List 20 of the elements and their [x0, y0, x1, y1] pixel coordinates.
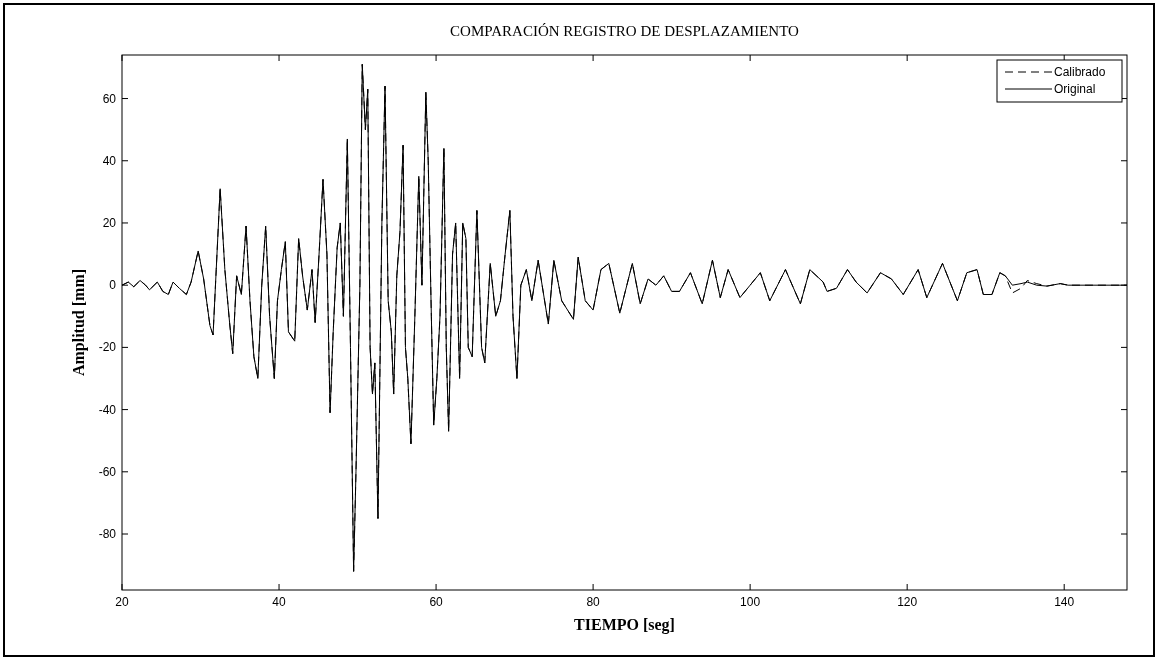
y-tick-label: 40 [102, 153, 117, 168]
x-tick-label: 40 [272, 595, 287, 609]
y-tick-label: -40 [98, 402, 117, 417]
x-tick-label: 60 [429, 595, 444, 609]
y-tick-label: -20 [98, 340, 117, 355]
legend-label: Calibrado [1054, 65, 1106, 79]
x-tick-label: 20 [115, 595, 129, 609]
y-tick-label: 20 [102, 215, 117, 230]
x-axis-title: TIEMPO [seg] [574, 616, 675, 634]
y-tick-label: 0 [109, 278, 117, 293]
x-tick-label: 120 [897, 595, 918, 609]
y-tick-label: 60 [102, 91, 117, 106]
x-tick-label: 100 [740, 595, 761, 609]
y-axis-title: Amplitud [mm] [70, 268, 88, 377]
chart-title: COMPARACIÓN REGISTRO DE DESPLAZAMIENTO [450, 23, 800, 39]
x-tick-label: 140 [1054, 595, 1075, 609]
legend-label: Original [1054, 82, 1096, 96]
y-tick-label: -80 [98, 527, 117, 542]
y-tick-label: -60 [98, 464, 117, 479]
x-tick-label: 80 [586, 595, 601, 609]
